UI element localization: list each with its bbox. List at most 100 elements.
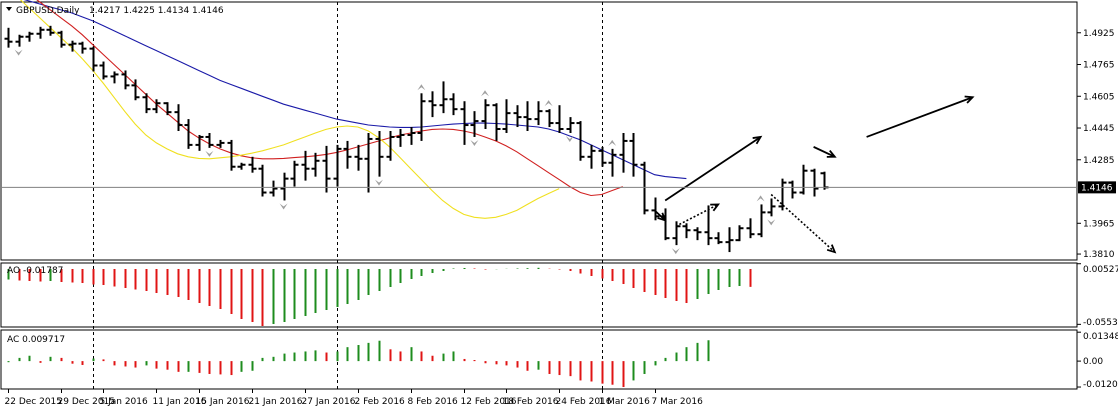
ohlc-bar[interactable] xyxy=(396,129,405,147)
ohlc-bar[interactable] xyxy=(693,227,702,241)
ohlc-bar[interactable] xyxy=(25,31,34,42)
ohlc-bar[interactable] xyxy=(523,101,532,131)
ohlc-bar[interactable] xyxy=(428,91,437,118)
ohlc-bar[interactable] xyxy=(269,180,278,197)
ohlc-bar[interactable] xyxy=(216,139,225,148)
time-tick-label: 22 Dec 2015 xyxy=(5,397,63,407)
ohlc-bar[interactable] xyxy=(280,172,289,201)
ohlc-bar[interactable] xyxy=(110,71,119,84)
ohlc-bar[interactable] xyxy=(449,93,458,116)
fractal-down-icon xyxy=(205,150,214,157)
time-tick-label: 12 Feb 2016 xyxy=(461,397,517,407)
ohlc-bar[interactable] xyxy=(767,198,776,217)
arrow-head-icon xyxy=(710,203,721,212)
ohlc-bar[interactable] xyxy=(142,93,151,114)
ohlc-bar[interactable] xyxy=(704,205,713,246)
fractal-down-icon xyxy=(470,139,479,146)
ac-tick-label: -0.01208 xyxy=(1083,380,1118,390)
arrow-head-icon xyxy=(752,135,763,145)
ohlc-bar[interactable] xyxy=(121,70,130,90)
ohlc-bar[interactable] xyxy=(290,160,299,187)
ma-fast-line xyxy=(19,0,560,219)
ohlc-bar[interactable] xyxy=(152,99,161,114)
ohlc-bar[interactable] xyxy=(735,225,744,242)
ohlc-bar[interactable] xyxy=(227,139,236,171)
ohlc-bar[interactable] xyxy=(481,99,490,130)
ohlc-bar[interactable] xyxy=(640,161,649,215)
time-tick-label: 8 Feb 2016 xyxy=(408,397,459,407)
ohlc-bar[interactable] xyxy=(810,168,819,197)
ohlc-bar[interactable] xyxy=(555,105,564,133)
ohlc-bar[interactable] xyxy=(237,162,246,170)
ohlc-bar[interactable] xyxy=(205,132,214,148)
fractal-down-icon xyxy=(279,203,288,210)
price-tick-label: 1.4605 xyxy=(1083,92,1115,102)
ohlc-bar[interactable] xyxy=(460,101,469,145)
ohlc-bar[interactable] xyxy=(619,132,628,173)
ohlc-bar[interactable] xyxy=(598,146,607,167)
ohlc-bar[interactable] xyxy=(343,140,352,169)
ohlc-bar[interactable] xyxy=(757,204,766,238)
ohlc-bar[interactable] xyxy=(78,41,87,54)
moving-averages xyxy=(19,0,687,219)
ohlc-bar[interactable] xyxy=(714,232,723,245)
ohlc-bar[interactable] xyxy=(301,150,310,181)
ohlc-bar[interactable] xyxy=(4,27,13,48)
ohlc-bar[interactable] xyxy=(15,34,24,47)
chart-menu-chevron-icon[interactable] xyxy=(6,7,12,11)
ohlc-bar[interactable] xyxy=(534,101,543,126)
ohlc-bar[interactable] xyxy=(799,164,808,195)
ohlc-bar[interactable] xyxy=(184,119,193,149)
panel-frames xyxy=(0,1,1078,390)
ohlc-bar[interactable] xyxy=(629,132,638,177)
ohlc-bar[interactable] xyxy=(248,156,257,173)
price-tick-label: 1.4765 xyxy=(1083,61,1115,71)
ohlc-bar[interactable] xyxy=(322,145,331,193)
ohlc-bar[interactable] xyxy=(354,144,363,171)
ohlc-bar[interactable] xyxy=(470,111,479,137)
ohlc-bar[interactable] xyxy=(99,61,108,80)
ohlc-bar[interactable] xyxy=(68,40,77,52)
ohlc-bar[interactable] xyxy=(364,132,373,193)
ohlc-bar[interactable] xyxy=(258,164,267,197)
ac-tick-label: 0.013481 xyxy=(1083,332,1118,342)
ohlc-bar[interactable] xyxy=(386,131,395,161)
ohlc-bar[interactable] xyxy=(375,131,384,177)
ohlc-bar[interactable] xyxy=(195,134,204,151)
ohlc-bar[interactable] xyxy=(174,104,183,131)
ohlc-bar[interactable] xyxy=(57,30,66,48)
ohlc-bar[interactable] xyxy=(682,223,691,239)
ohlc-bar[interactable] xyxy=(746,218,755,239)
ohlc-bar[interactable] xyxy=(417,93,426,141)
ohlc-bar[interactable] xyxy=(672,221,681,246)
ohlc-bar[interactable] xyxy=(651,197,660,221)
ohlc-bar[interactable] xyxy=(587,144,596,169)
ohlc-bar[interactable] xyxy=(46,25,55,36)
ohlc-bar[interactable] xyxy=(311,152,320,177)
ohlc-bar[interactable] xyxy=(407,127,416,145)
price-tick-label: 1.4925 xyxy=(1083,29,1115,39)
ohlc-bar[interactable] xyxy=(788,180,797,199)
ohlc-bar[interactable] xyxy=(439,81,448,114)
ohlc-bar[interactable] xyxy=(492,103,501,141)
ohlc-bar[interactable] xyxy=(89,46,98,72)
ohlc-bar[interactable] xyxy=(163,102,172,116)
time-tick-label: 27 Jan 2016 xyxy=(302,397,356,407)
chart-title: GBPUSD,Daily xyxy=(16,6,80,16)
ohlc-bar[interactable] xyxy=(36,26,45,39)
ao-tick-label: -0.05534 xyxy=(1083,318,1118,328)
ohlc-bar[interactable] xyxy=(513,105,522,128)
ohlc-bar[interactable] xyxy=(545,109,554,128)
ohlc-bar[interactable] xyxy=(333,144,342,187)
ohlc-bar[interactable] xyxy=(608,148,617,177)
ohlc-bar[interactable] xyxy=(778,178,787,211)
fractal-up-icon xyxy=(608,139,617,146)
ohlc-bar[interactable] xyxy=(566,117,575,133)
ohlc-bar[interactable] xyxy=(502,99,511,133)
fractal-up-icon xyxy=(756,195,765,202)
ohlc-bar[interactable] xyxy=(131,79,140,101)
ohlc-bar[interactable] xyxy=(576,121,585,161)
ohlc-bar[interactable] xyxy=(725,227,734,253)
